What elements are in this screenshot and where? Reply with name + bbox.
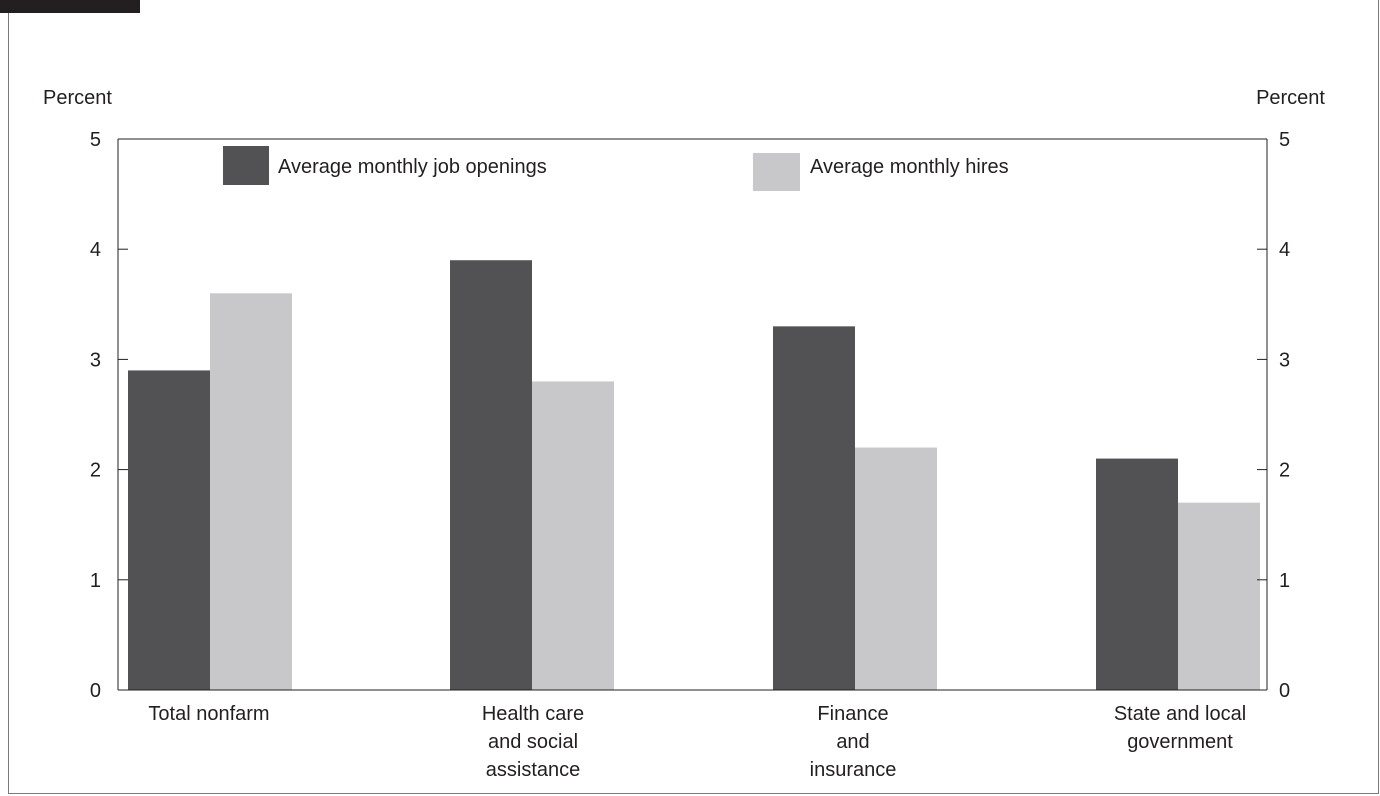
bar-job-openings-3 — [1096, 458, 1178, 690]
category-label-2-line-2: insurance — [810, 759, 897, 781]
bar-job-openings-2 — [773, 326, 855, 690]
right-tick-label-5: 5 — [1279, 129, 1290, 151]
right-tick-label-4: 4 — [1279, 239, 1290, 261]
category-label-0-line-0: Total nonfarm — [148, 703, 269, 725]
ticks-layer: 0 0 1 1 2 2 3 3 4 4 5 5 — [90, 129, 1290, 702]
category-label-1-line-2: assistance — [486, 759, 581, 781]
category-label-1-line-0: Health care — [482, 703, 584, 725]
right-tick-label-1: 1 — [1279, 570, 1290, 592]
left-tick-label-1: 1 — [90, 570, 101, 592]
left-tick-label-3: 3 — [90, 349, 101, 371]
legend-swatch-job-openings — [223, 146, 269, 185]
legend-label-job-openings: Average monthly job openings — [278, 156, 547, 178]
category-label-3-line-0: State and local — [1114, 703, 1246, 725]
left-tick-label-2: 2 — [90, 460, 101, 482]
x-axis-labels: Total nonfarm Health care and social assist… — [148, 703, 1246, 781]
category-label-2-line-0: Finance — [817, 703, 888, 725]
bar-job-openings-0 — [128, 370, 210, 690]
category-label-1-line-1: and social — [488, 731, 578, 753]
figure-frame — [8, 0, 1379, 794]
axes-layer — [117, 138, 1268, 691]
bar-hires-2 — [855, 447, 937, 690]
right-tick-label-3: 3 — [1279, 349, 1290, 371]
legend-label-hires: Average monthly hires — [810, 156, 1009, 178]
category-label-2-line-1: and — [836, 731, 869, 753]
bar-hires-3 — [1178, 502, 1260, 690]
left-tick-label-5: 5 — [90, 129, 101, 151]
left-tick-label-0: 0 — [90, 680, 101, 702]
category-label-3-line-1: government — [1127, 731, 1233, 753]
legend: Average monthly job openings Average mont… — [223, 146, 1009, 191]
corner-tab — [0, 0, 140, 13]
legend-swatch-hires — [753, 153, 800, 191]
right-tick-label-2: 2 — [1279, 460, 1290, 482]
bar-hires-1 — [532, 381, 614, 690]
right-tick-label-0: 0 — [1279, 680, 1290, 702]
bar-job-openings-1 — [450, 260, 532, 690]
y-axis-label-left: Percent — [43, 87, 112, 109]
bar-hires-0 — [210, 293, 292, 690]
left-tick-label-4: 4 — [90, 239, 101, 261]
y-axis-label-right: Percent — [1256, 87, 1325, 109]
bars-layer — [128, 260, 1260, 690]
